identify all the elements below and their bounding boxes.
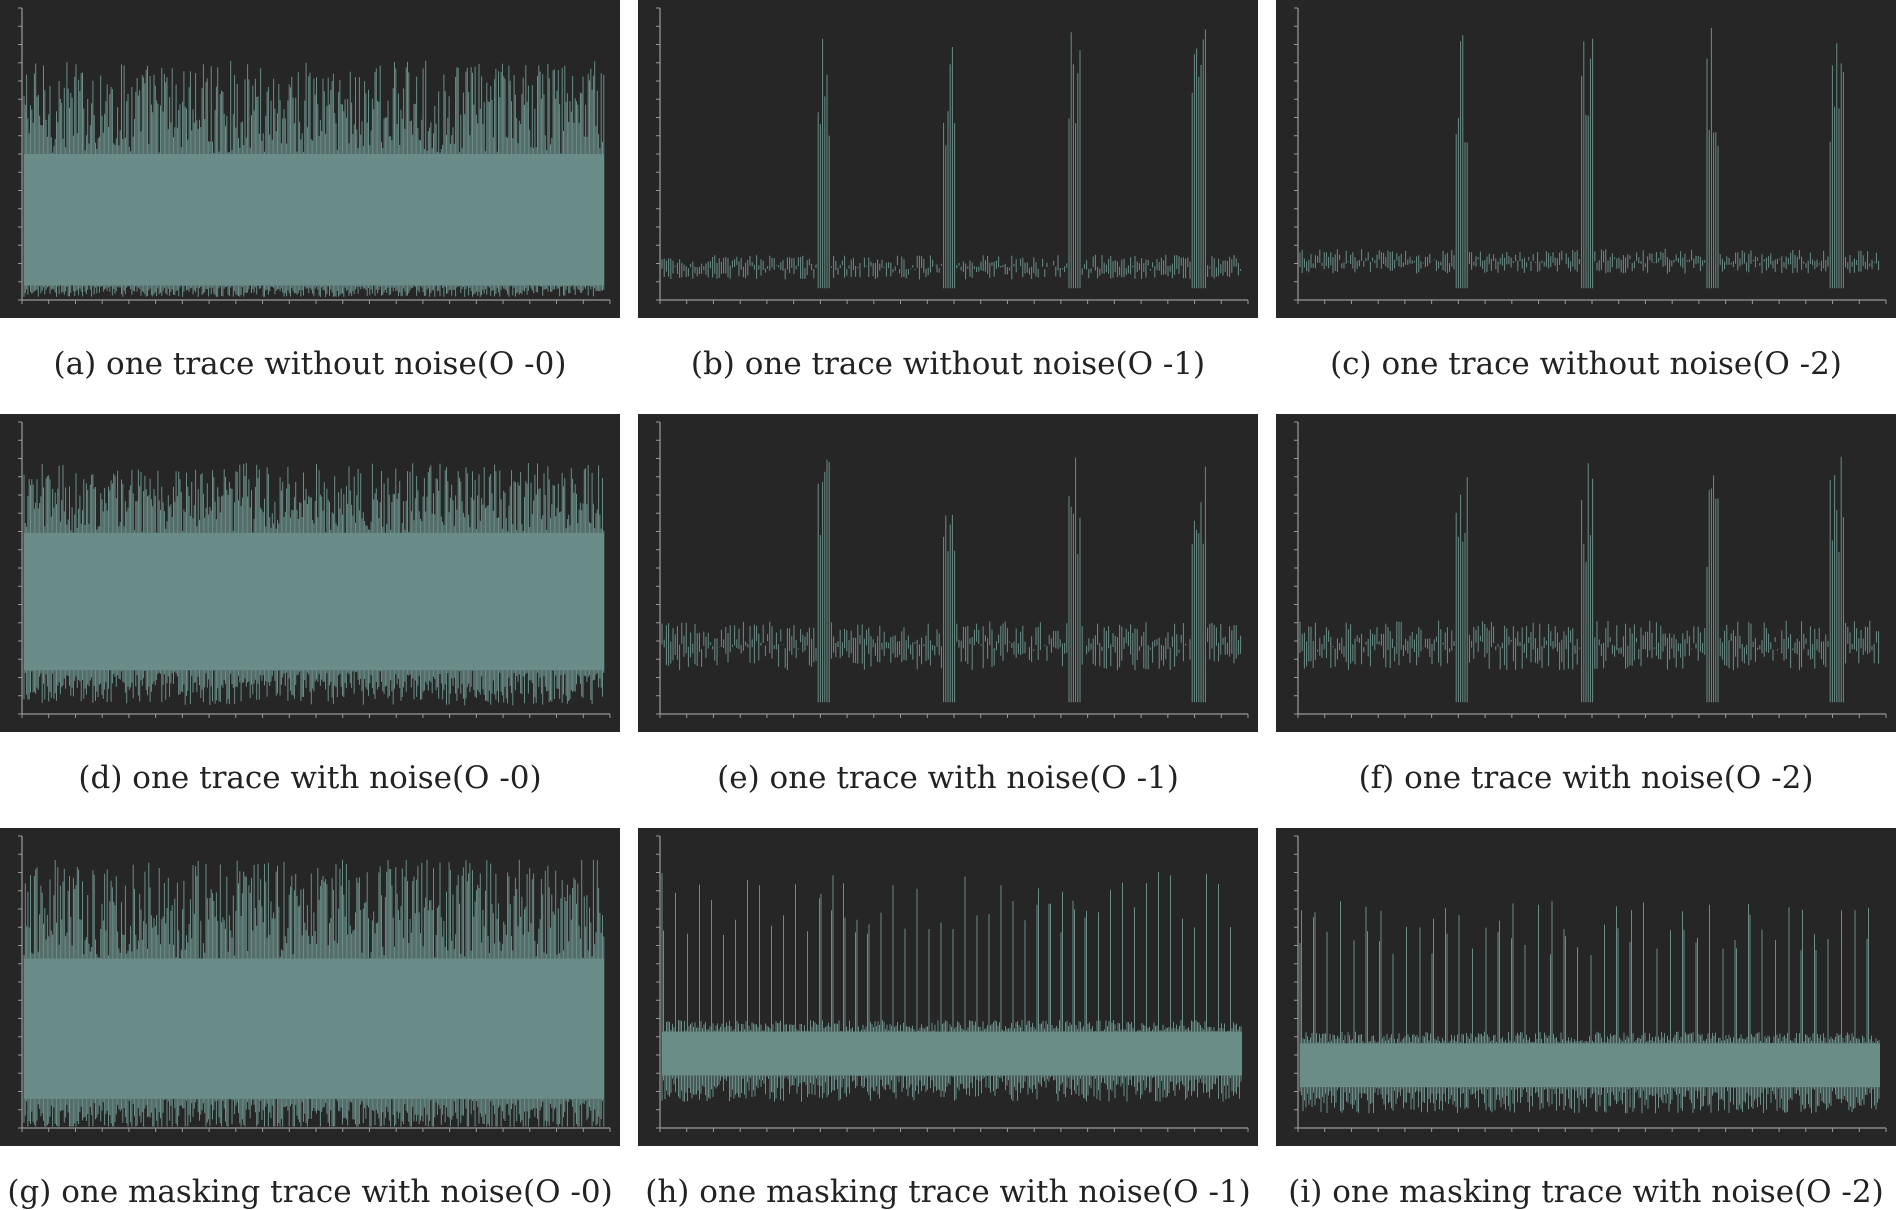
axis-lines [1297,8,1886,301]
trace-plot-c [1276,0,1896,318]
panel-c: (c) one trace without noise(O -2) [1276,0,1896,382]
panel-h: (h) one masking trace with noise(O -1) [638,828,1258,1210]
panel-g: (g) one masking trace with noise(O -0) [0,828,620,1210]
trace-plot-a [0,0,620,318]
trace-plot-i [1276,828,1896,1146]
trace-plot-e [638,414,1258,732]
trace-plot-h [638,828,1258,1146]
trace-line [23,859,605,1127]
panel-f: (f) one trace with noise(O -2) [1276,414,1896,796]
axis-lines [659,8,1248,301]
trace-plot-f [1276,414,1896,732]
trace-line [661,457,1242,703]
caption-g: (g) one masking trace with noise(O -0) [7,1174,613,1210]
caption-f: (f) one trace with noise(O -2) [1358,760,1814,796]
caption-i: (i) one masking trace with noise(O -2) [1288,1174,1884,1210]
caption-h: (h) one masking trace with noise(O -1) [645,1174,1251,1210]
trace-line [661,29,1242,289]
axis-lines [1297,422,1886,715]
trace-line [23,462,605,706]
trace-line [1299,456,1880,703]
panel-e: (e) one trace with noise(O -1) [638,414,1258,796]
axis-lines [659,422,1248,715]
panel-b: (b) one trace without noise(O -1) [638,0,1258,382]
caption-a: (a) one trace without noise(O -0) [53,346,567,382]
caption-e: (e) one trace with noise(O -1) [717,760,1179,796]
caption-c: (c) one trace without noise(O -2) [1330,346,1842,382]
caption-d: (d) one trace with noise(O -0) [78,760,542,796]
trace-line [1299,901,1880,1114]
trace-line [661,872,1242,1102]
panel-d: (d) one trace with noise(O -0) [0,414,620,796]
panel-i: (i) one masking trace with noise(O -2) [1276,828,1896,1210]
caption-b: (b) one trace without noise(O -1) [690,346,1206,382]
trace-plot-b [638,0,1258,318]
trace-plot-g [0,828,620,1146]
panel-a: (a) one trace without noise(O -0) [0,0,620,382]
trace-line [23,60,605,297]
trace-plot-d [0,414,620,732]
trace-line [1299,27,1880,289]
